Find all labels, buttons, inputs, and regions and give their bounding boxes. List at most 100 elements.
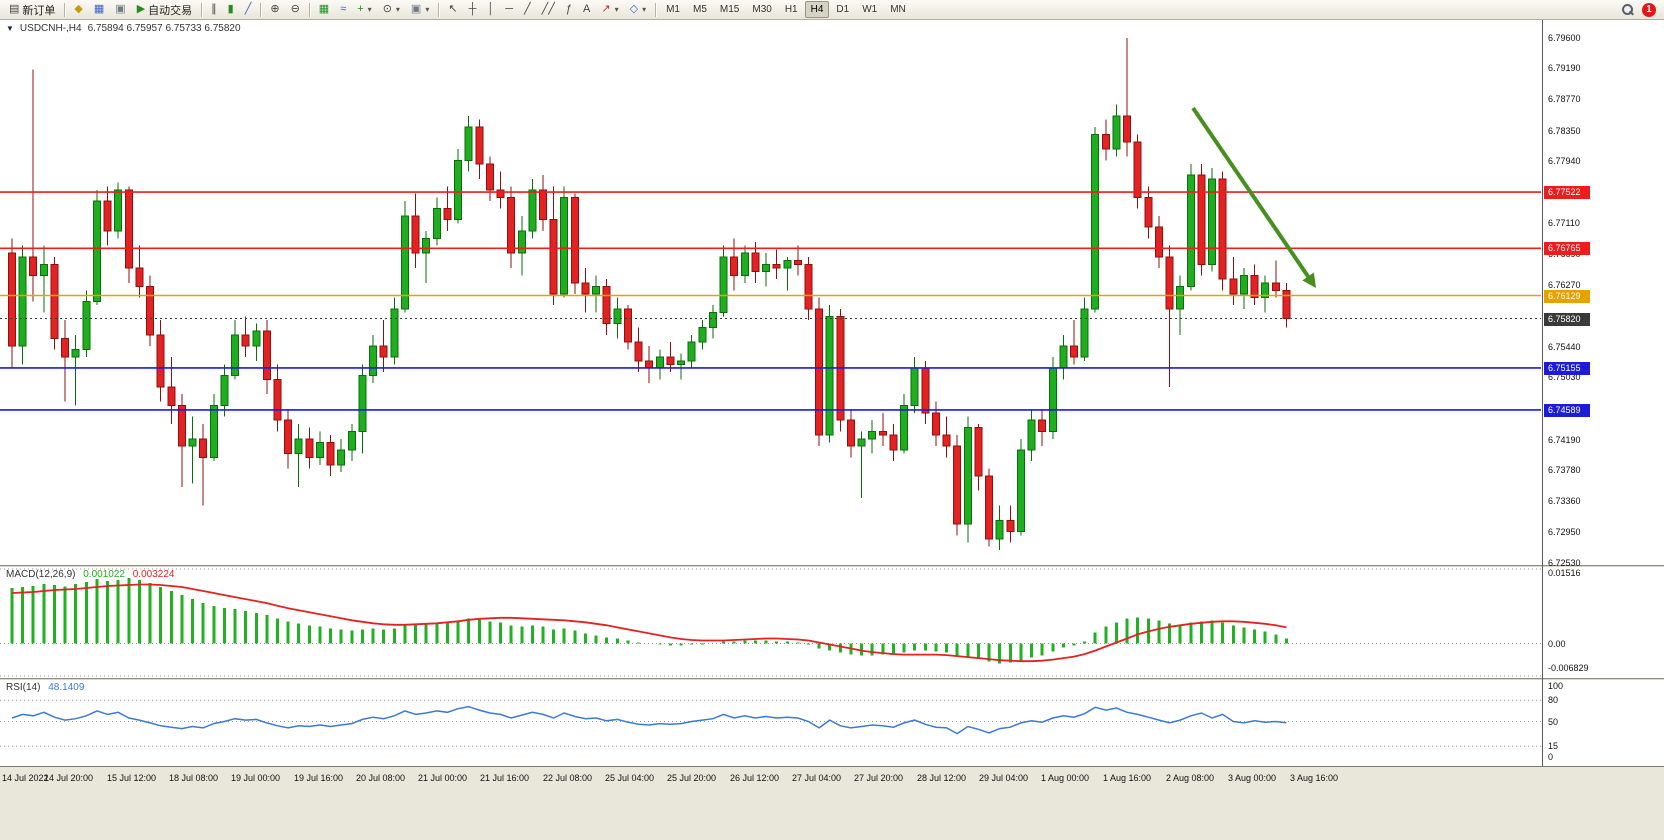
timeframe-d1-button[interactable]: D1 (830, 1, 855, 18)
autotrading-label: 自动交易 (148, 4, 193, 17)
cursor-button[interactable]: ↖ (443, 1, 462, 18)
line-chart-button[interactable]: ╱ (240, 1, 257, 18)
price-tick: 6.79600 (1548, 32, 1581, 43)
channel-icon: ╱╱ (541, 3, 555, 15)
vertical-line-button[interactable]: │ (482, 1, 499, 18)
tile-windows-button[interactable]: ▦ (314, 1, 334, 18)
rsi-value: 48.1409 (48, 682, 85, 693)
timeframe-w1-button[interactable]: W1 (856, 1, 883, 18)
time-label: 15 Jul 12:00 (107, 773, 157, 783)
current-price-badge: 6.75820 (1544, 312, 1590, 326)
rsi-axis-tick: 15 (1548, 741, 1559, 752)
macd-axis-tick: -0.006829 (1548, 663, 1589, 673)
time-axis[interactable]: 14 Jul 2022 14 Jul 20:00 15 Jul 12:00 18 Ju… (0, 766, 1664, 840)
time-label: 1 Aug 00:00 (1041, 773, 1090, 783)
shapes-tool-button[interactable]: ◇ ▾ (625, 1, 651, 18)
price-line-badge: 6.75155 (1544, 361, 1590, 375)
price-tick: 6.73360 (1548, 496, 1581, 507)
panel-separator[interactable] (0, 678, 1664, 680)
macd-signal-line (11, 583, 1287, 663)
text-tool-button[interactable]: A (578, 1, 595, 18)
chevron-down-icon: ▾ (367, 5, 372, 14)
price-axis[interactable]: 6.79600 6.79190 6.78770 6.78350 6.77940 6.771… (1542, 20, 1664, 766)
rsi-axis-tick: 50 (1548, 716, 1559, 727)
time-label: 2 Aug 08:00 (1166, 773, 1215, 783)
toolbar-separator (655, 2, 657, 17)
time-label: 14 Jul 2022 (2, 773, 49, 783)
time-label: 26 Jul 12:00 (730, 773, 780, 783)
macd-name: MACD(12,26,9) (6, 569, 76, 580)
time-label: 14 Jul 20:00 (44, 773, 94, 783)
timeframe-m15-button[interactable]: M15 (714, 1, 745, 18)
shapes-tool-icon: ◇ (629, 3, 639, 15)
toolbar-separator (201, 2, 203, 17)
autotrading-button[interactable]: ▶ 自动交易 (132, 1, 197, 18)
line-chart-icon: ╱ (244, 3, 252, 15)
chevron-down-icon: ▾ (425, 5, 430, 14)
period-button[interactable]: ⊙ ▾ (378, 1, 405, 18)
macd-main-value: 0.001022 (83, 569, 125, 580)
bar-chart-button[interactable]: ∥ (206, 1, 222, 18)
templates-button[interactable]: ▣ ▾ (406, 1, 434, 18)
toolbar-right: 1 (1621, 2, 1660, 17)
rsi-axis-tick: 100 (1548, 681, 1564, 691)
time-label: 3 Aug 16:00 (1290, 773, 1339, 783)
rsi-panel[interactable] (0, 680, 1541, 766)
text-tool-icon: A (583, 3, 591, 15)
bar-chart-icon: ∥ (211, 3, 217, 15)
macd-panel[interactable] (0, 567, 1541, 678)
time-label: 25 Jul 04:00 (605, 773, 655, 783)
chevron-down-icon: ▾ (614, 5, 619, 14)
vertical-line-icon: │ (487, 3, 495, 15)
toolbar-separator (438, 2, 440, 17)
symbol-dropdown-icon[interactable]: ▼ (6, 24, 14, 33)
panel-separator[interactable] (0, 565, 1664, 567)
time-label: 27 Jul 04:00 (792, 773, 842, 783)
time-label: 18 Jul 08:00 (169, 773, 219, 783)
fibonacci-button[interactable]: ƒ (561, 1, 577, 18)
indicators-button[interactable]: ≈ (335, 1, 351, 18)
price-line-badge: 6.77522 (1544, 186, 1590, 200)
time-label: 19 Jul 16:00 (294, 773, 344, 783)
add-indicator-button[interactable]: + ▾ (352, 1, 376, 18)
timeframe-m30-button[interactable]: M30 (746, 1, 777, 18)
timeframe-h1-button[interactable]: H1 (779, 1, 804, 18)
trendline-button[interactable]: ╱ (519, 1, 536, 18)
price-chart[interactable] (0, 20, 1541, 565)
trend-arrow[interactable] (1191, 106, 1316, 288)
zoom-out-icon: ⊖ (290, 3, 300, 15)
macd-label: MACD(12,26,9) 0.001022 0.003224 (6, 569, 179, 580)
channel-button[interactable]: ╱╱ (537, 1, 560, 18)
timeframe-h4-button[interactable]: H4 (804, 1, 830, 18)
autotrading-icon: ▶ (136, 3, 146, 15)
price-tick: 6.75030 (1548, 372, 1581, 383)
zoom-in-icon: ⊕ (270, 3, 280, 15)
new-order-button[interactable]: ▤ 新订单 (4, 1, 60, 18)
time-label: 3 Aug 00:00 (1228, 773, 1277, 783)
timeframe-m5-button[interactable]: M5 (687, 1, 713, 18)
time-label: 20 Jul 08:00 (356, 773, 406, 783)
macd-axis-tick: 0.00 (1548, 638, 1566, 649)
profiles-button[interactable]: ▦ (89, 1, 109, 18)
crosshair-button[interactable]: ┼ (464, 1, 482, 18)
notification-badge[interactable]: 1 (1642, 2, 1656, 17)
zoom-in-button[interactable]: ⊕ (265, 1, 284, 18)
time-label: 28 Jul 12:00 (917, 773, 967, 783)
timeframe-mn-button[interactable]: MN (884, 1, 912, 18)
rsi-axis-tick: 80 (1548, 695, 1559, 706)
arrows-tool-button[interactable]: ↗ ▾ (596, 1, 623, 18)
zoom-out-button[interactable]: ⊖ (286, 1, 305, 18)
chart-wizard-button[interactable]: ◆ (69, 1, 87, 18)
layout-button[interactable]: ▣ (110, 1, 130, 18)
time-label: 22 Jul 08:00 (543, 773, 593, 783)
price-tick: 6.72950 (1548, 526, 1581, 537)
timeframe-m1-button[interactable]: M1 (660, 1, 686, 18)
rsi-label: RSI(14) 48.1409 (6, 682, 89, 693)
macd-axis-tick: 0.01516 (1548, 568, 1581, 578)
fibonacci-icon: ƒ (565, 3, 573, 15)
search-icon[interactable] (1621, 3, 1634, 16)
horizontal-line-button[interactable]: ─ (500, 1, 518, 18)
tile-windows-icon: ▦ (318, 3, 330, 15)
candlestick-button[interactable]: ▮ (223, 1, 239, 18)
